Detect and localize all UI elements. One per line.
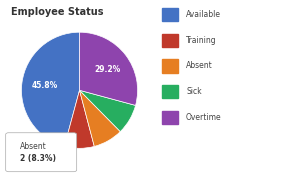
Wedge shape [64, 90, 94, 148]
Text: 2 (8.3%): 2 (8.3%) [20, 154, 56, 163]
Wedge shape [22, 32, 80, 146]
Wedge shape [80, 90, 120, 146]
Text: 45.8%: 45.8% [32, 81, 58, 90]
Text: Training: Training [186, 36, 217, 45]
Wedge shape [80, 90, 135, 132]
Text: Employee Status: Employee Status [11, 7, 104, 17]
Text: Sick: Sick [186, 87, 202, 96]
Text: Absent: Absent [20, 142, 47, 150]
Text: Available: Available [186, 10, 221, 19]
Text: Absent: Absent [186, 61, 213, 70]
Text: Overtime: Overtime [186, 113, 222, 122]
Text: 29.2%: 29.2% [94, 65, 120, 74]
Wedge shape [80, 32, 137, 105]
